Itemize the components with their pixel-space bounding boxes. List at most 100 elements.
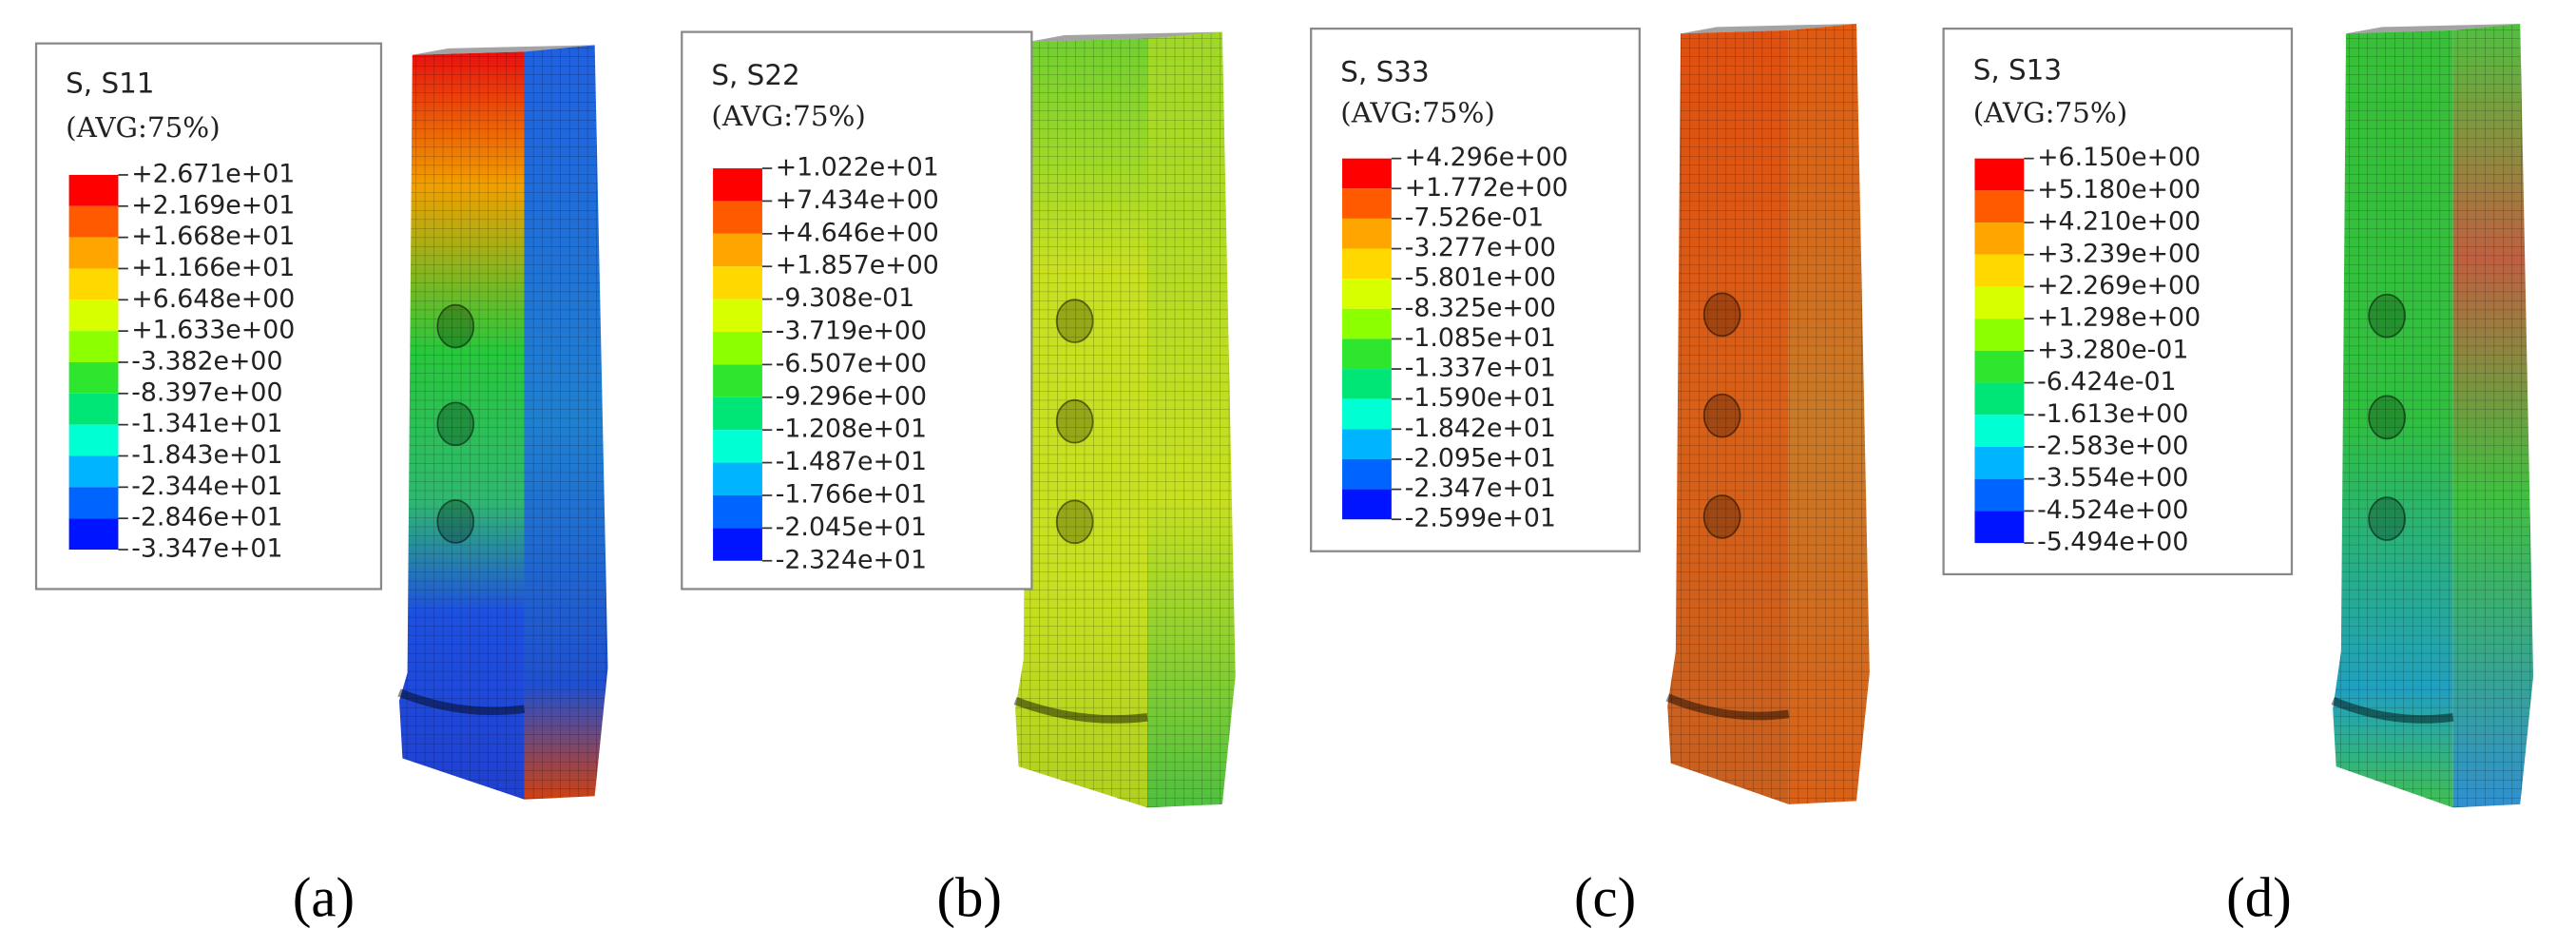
legend-label: +1.022e+01 bbox=[776, 153, 939, 183]
legend-label: -4.524e+00 bbox=[2037, 495, 2188, 525]
legend-swatch bbox=[1974, 382, 2025, 416]
legend-swatch bbox=[713, 332, 762, 365]
legend-label: +6.648e+00 bbox=[131, 284, 295, 314]
buckle bbox=[397, 688, 526, 716]
legend-swatch bbox=[1974, 319, 2025, 351]
legend-swatch bbox=[1342, 398, 1392, 430]
legend-swatch bbox=[1342, 339, 1392, 370]
legend-title: S, S13 bbox=[1973, 54, 2062, 87]
legend-swatch bbox=[713, 364, 762, 397]
legend-swatch bbox=[1974, 222, 2025, 255]
column-mesh bbox=[398, 51, 525, 800]
legend-subtitle: (AVG:75%) bbox=[66, 111, 221, 144]
legend-label: +6.150e+00 bbox=[2037, 143, 2201, 172]
legend-swatch bbox=[68, 237, 119, 269]
bolt-hole bbox=[2368, 395, 2407, 440]
buckle bbox=[1013, 696, 1148, 724]
caption: (a) bbox=[293, 866, 355, 928]
panel: S, S13 (AVG:75%) +6.150e+00 +5.180e+00 +4.21… bbox=[1942, 23, 2534, 928]
legend-label: -3.277e+00 bbox=[1405, 233, 1556, 262]
legend-label: +2.671e+01 bbox=[131, 159, 295, 188]
legend-label: -1.337e+01 bbox=[1405, 354, 1556, 383]
legend-label: -1.487e+01 bbox=[776, 447, 927, 476]
legend-swatch bbox=[713, 397, 762, 431]
bolt-hole bbox=[2368, 496, 2407, 541]
legend-swatch bbox=[68, 518, 119, 551]
column-mesh bbox=[1788, 23, 1870, 804]
legend-title: S, S22 bbox=[711, 59, 799, 91]
legend-label: -7.526e-01 bbox=[1405, 203, 1544, 232]
panel: S, S11 (AVG:75%) +2.671e+01+2.169e+01+1.66… bbox=[34, 42, 608, 928]
legend-label: -6.507e+00 bbox=[776, 349, 927, 378]
legend-swatch bbox=[68, 205, 119, 238]
buckle bbox=[2331, 697, 2454, 724]
caption: (c) bbox=[1574, 866, 1636, 928]
legend-label: +1.298e+00 bbox=[2037, 303, 2201, 333]
legend-swatch bbox=[1974, 158, 2025, 191]
legend-label: -9.296e+00 bbox=[776, 381, 927, 411]
legend-label: +3.239e+00 bbox=[2037, 239, 2201, 268]
legend-swatch bbox=[1342, 489, 1392, 520]
legend-title: S, S11 bbox=[66, 68, 154, 100]
legend-swatch bbox=[713, 494, 762, 529]
legend-swatch bbox=[1342, 218, 1392, 249]
legend-swatch bbox=[68, 393, 119, 425]
legend-label: -2.347e+01 bbox=[1405, 474, 1556, 503]
legend-swatch bbox=[713, 462, 762, 495]
caption: (d) bbox=[2226, 866, 2292, 928]
bolt-hole bbox=[1055, 299, 1094, 343]
legend-label: -3.554e+00 bbox=[2037, 463, 2188, 493]
legend-swatch bbox=[68, 487, 119, 519]
legend-swatch bbox=[713, 168, 762, 202]
legend-swatch bbox=[68, 174, 119, 206]
legend-label: +2.169e+01 bbox=[131, 190, 295, 220]
bolt-hole bbox=[1055, 398, 1094, 444]
bolt-hole bbox=[1702, 494, 1741, 539]
legend-label: +7.434e+00 bbox=[776, 185, 939, 215]
bolt-hole bbox=[436, 499, 475, 544]
column-top bbox=[1681, 23, 1856, 34]
legend-swatch bbox=[1342, 369, 1392, 399]
legend-swatch bbox=[1974, 511, 2025, 544]
legend-label: -9.308e-01 bbox=[776, 283, 914, 313]
legend-swatch bbox=[1974, 446, 2025, 479]
bolt-hole bbox=[1702, 292, 1741, 338]
legend-label: -2.324e+01 bbox=[776, 545, 927, 574]
legend-swatch bbox=[1342, 458, 1392, 490]
legend-swatch bbox=[713, 430, 762, 463]
legend-subtitle: (AVG:75%) bbox=[1340, 97, 1495, 129]
legend-label: +4.646e+00 bbox=[776, 218, 939, 247]
legend-subtitle: (AVG:75%) bbox=[1973, 97, 2128, 129]
legend-swatch bbox=[68, 300, 119, 332]
legend-label: -2.095e+01 bbox=[1405, 443, 1556, 473]
legend-swatch bbox=[68, 455, 119, 488]
caption: (b) bbox=[936, 866, 1002, 928]
legend-label: -2.599e+01 bbox=[1405, 504, 1556, 533]
legend-label: -3.347e+01 bbox=[131, 534, 282, 564]
legend-swatch bbox=[1342, 279, 1392, 309]
legend-label: -1.842e+01 bbox=[1405, 414, 1556, 443]
buckle bbox=[1665, 693, 1790, 721]
legend-swatch bbox=[1342, 158, 1392, 189]
legend-label: -1.341e+01 bbox=[131, 409, 282, 438]
legend-label: -2.583e+00 bbox=[2037, 431, 2188, 460]
legend-label: -2.344e+01 bbox=[131, 472, 282, 501]
column-top bbox=[412, 45, 595, 55]
legend-swatch bbox=[713, 233, 762, 267]
legend-title: S, S33 bbox=[1340, 55, 1429, 87]
legend-label: -1.085e+01 bbox=[1405, 323, 1556, 353]
legend-label: -3.719e+00 bbox=[776, 317, 927, 346]
legend-swatch bbox=[1974, 478, 2025, 512]
legend-subtitle: (AVG:75%) bbox=[711, 100, 866, 132]
legend-swatch bbox=[1974, 190, 2025, 223]
legend-label: +3.280e-01 bbox=[2037, 335, 2188, 364]
legend-label: -1.766e+01 bbox=[776, 479, 927, 509]
column-mesh bbox=[2452, 23, 2534, 808]
legend-label: -6.424e-01 bbox=[2037, 367, 2176, 397]
bolt-hole bbox=[1055, 499, 1094, 545]
bolt-hole bbox=[436, 303, 475, 349]
bolt-hole bbox=[2368, 293, 2407, 339]
legend-label: -8.325e+00 bbox=[1405, 293, 1556, 322]
legend-swatch bbox=[68, 268, 119, 300]
